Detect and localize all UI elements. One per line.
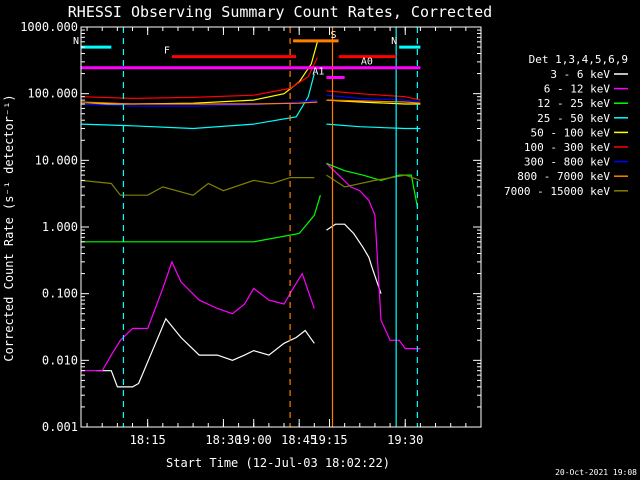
y-tick-label: 10.000 bbox=[35, 153, 78, 167]
series-line-100_300keV bbox=[326, 90, 421, 101]
x-tick-label: 18:45 bbox=[281, 433, 317, 447]
legend-label: 25 - 50 keV bbox=[537, 112, 610, 125]
series-line-12_25keV bbox=[81, 195, 321, 243]
series-line-100_300keV bbox=[80, 57, 318, 100]
x-axis-label: Start Time (12-Jul-03 18:02:22) bbox=[166, 456, 390, 470]
flags-layer: N N F S A0 A1 bbox=[73, 30, 421, 79]
y-tick-label: 0.100 bbox=[42, 287, 78, 301]
series-line-6_12keV bbox=[326, 162, 421, 350]
legend-label: 3 - 6 keV bbox=[550, 68, 610, 81]
x-tick-label: 19:00 bbox=[236, 433, 272, 447]
markers-layer bbox=[122, 27, 418, 427]
y-tick-label: 100.000 bbox=[27, 87, 78, 101]
flag-label: N bbox=[73, 36, 79, 47]
flag-label: A0 bbox=[361, 57, 373, 68]
series-line-800_7000keV bbox=[80, 101, 318, 105]
y-tick-label: 1000.000 bbox=[20, 20, 78, 34]
x-tick-label: 19:15 bbox=[311, 433, 347, 447]
y-tick-label: 1.000 bbox=[42, 220, 78, 234]
flag-label: F bbox=[164, 46, 170, 57]
legend-label: 100 - 300 keV bbox=[524, 141, 610, 154]
series-line-7000_15000keV bbox=[80, 177, 315, 196]
series-line-7000_15000keV bbox=[326, 174, 421, 188]
series-line-300_800keV bbox=[326, 94, 421, 103]
flag-label: N bbox=[391, 36, 397, 47]
y-axis-label: Corrected Count Rate (s⁻¹ detector⁻¹) bbox=[2, 94, 16, 361]
series-line-3_6keV bbox=[326, 223, 382, 294]
y-tick-label: 0.001 bbox=[42, 420, 78, 434]
series-line-3_6keV bbox=[96, 317, 315, 388]
legend-label: 6 - 12 keV bbox=[544, 83, 611, 96]
x-tick-label: 18:30 bbox=[205, 433, 241, 447]
legend-header: Det 1,3,4,5,6,9 bbox=[529, 53, 628, 66]
flag-label: S bbox=[331, 30, 337, 41]
series-line-800_7000keV bbox=[326, 99, 421, 104]
legend-label: 300 - 800 keV bbox=[524, 156, 610, 169]
legend-label: 50 - 100 keV bbox=[531, 126, 611, 139]
series-line-12_25keV bbox=[326, 162, 418, 208]
series-line-6_12keV bbox=[81, 260, 315, 372]
legend-label: 800 - 7000 keV bbox=[517, 170, 610, 183]
legend-label: 7000 - 15000 keV bbox=[504, 185, 610, 198]
y-tick-label: 0.010 bbox=[42, 353, 78, 367]
legend-label: 12 - 25 keV bbox=[537, 97, 610, 110]
ticks-layer: 1000.000 100.000 10.000 1.000 0.100 0.010 0.00… bbox=[20, 20, 482, 447]
x-tick-label: 19:30 bbox=[387, 433, 423, 447]
series-layer bbox=[80, 41, 421, 388]
footer-date: 20-Oct-2021 19:08 bbox=[555, 468, 637, 477]
chart-title: RHESSI Observing Summary Count Rates, Co… bbox=[68, 3, 492, 21]
flag-label: A1 bbox=[312, 66, 324, 77]
x-tick-label: 18:15 bbox=[130, 433, 166, 447]
series-line-25_50keV bbox=[326, 123, 421, 130]
series-line-25_50keV bbox=[80, 73, 315, 130]
